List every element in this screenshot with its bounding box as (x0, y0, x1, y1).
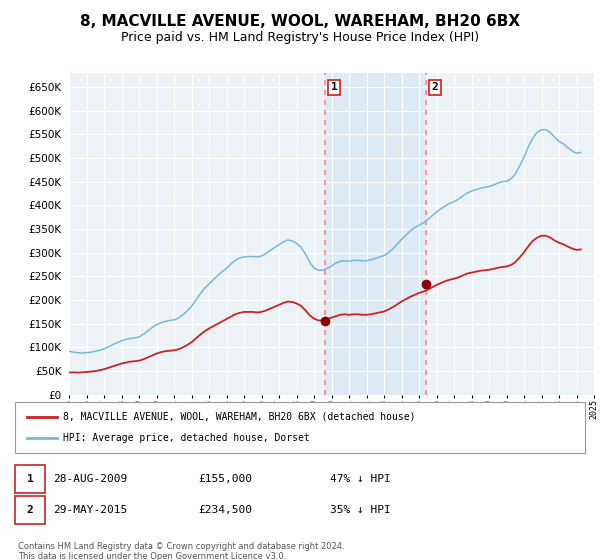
Text: 1: 1 (26, 474, 34, 484)
Text: 47% ↓ HPI: 47% ↓ HPI (330, 474, 391, 484)
Text: Price paid vs. HM Land Registry's House Price Index (HPI): Price paid vs. HM Land Registry's House … (121, 31, 479, 44)
Bar (325, 73, 426, 395)
Text: 29-MAY-2015: 29-MAY-2015 (53, 505, 127, 515)
Text: 28-AUG-2009: 28-AUG-2009 (53, 474, 127, 484)
Text: £155,000: £155,000 (198, 474, 252, 484)
Text: HPI: Average price, detached house, Dorset: HPI: Average price, detached house, Dors… (63, 433, 310, 443)
Text: 8, MACVILLE AVENUE, WOOL, WAREHAM, BH20 6BX: 8, MACVILLE AVENUE, WOOL, WAREHAM, BH20 … (80, 14, 520, 29)
Text: 35% ↓ HPI: 35% ↓ HPI (330, 505, 391, 515)
Text: £234,500: £234,500 (198, 505, 252, 515)
Text: 2: 2 (26, 505, 34, 515)
Text: 1: 1 (331, 82, 337, 92)
Text: 2: 2 (431, 82, 438, 92)
Text: 8, MACVILLE AVENUE, WOOL, WAREHAM, BH20 6BX (detached house): 8, MACVILLE AVENUE, WOOL, WAREHAM, BH20 … (63, 412, 415, 422)
Text: Contains HM Land Registry data © Crown copyright and database right 2024.
This d: Contains HM Land Registry data © Crown c… (18, 542, 344, 560)
